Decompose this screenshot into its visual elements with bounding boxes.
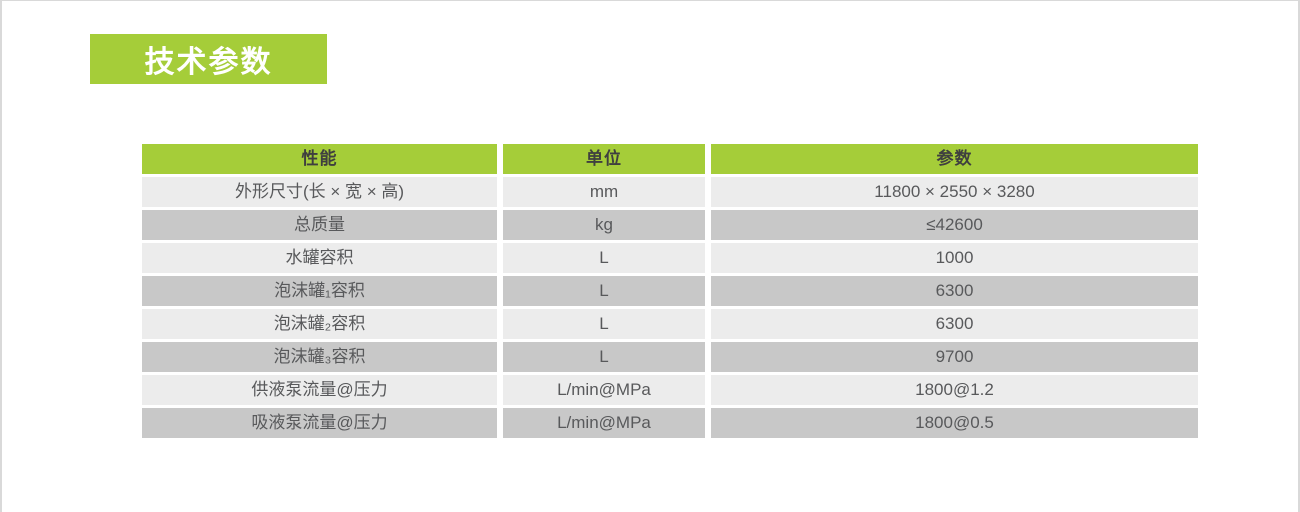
row-name: 吸液泵流量@压力 [142, 408, 497, 438]
row-name: 总质量 [142, 210, 497, 240]
row-value: 6300 [711, 309, 1198, 339]
table-row: 泡沫罐₁容积 L 6300 [142, 276, 1198, 306]
row-name: 供液泵流量@压力 [142, 375, 497, 405]
table-header-row: 性能 单位 参数 [142, 144, 1198, 174]
row-unit: L [503, 309, 705, 339]
table-row: 总质量 kg ≤42600 [142, 210, 1198, 240]
row-name: 外形尺寸(长 × 宽 × 高) [142, 177, 497, 207]
row-unit: L/min@MPa [503, 408, 705, 438]
row-value: 6300 [711, 276, 1198, 306]
column-header-performance: 性能 [142, 144, 497, 174]
column-header-parameter: 参数 [711, 144, 1198, 174]
row-unit: kg [503, 210, 705, 240]
table-row: 泡沫罐₃容积 L 9700 [142, 342, 1198, 372]
row-unit: L [503, 243, 705, 273]
row-name: 泡沫罐₁容积 [142, 276, 497, 306]
row-unit: mm [503, 177, 705, 207]
table-row: 泡沫罐₂容积 L 6300 [142, 309, 1198, 339]
row-value: 1000 [711, 243, 1198, 273]
column-header-unit: 单位 [503, 144, 705, 174]
table-row: 外形尺寸(长 × 宽 × 高) mm 11800 × 2550 × 3280 [142, 177, 1198, 207]
row-value: 1800@0.5 [711, 408, 1198, 438]
table-row: 吸液泵流量@压力 L/min@MPa 1800@0.5 [142, 408, 1198, 438]
row-value: 9700 [711, 342, 1198, 372]
table-row: 水罐容积 L 1000 [142, 243, 1198, 273]
row-value: 11800 × 2550 × 3280 [711, 177, 1198, 207]
row-unit: L [503, 276, 705, 306]
section-title-badge: 技术参数 [90, 34, 327, 84]
table-row: 供液泵流量@压力 L/min@MPa 1800@1.2 [142, 375, 1198, 405]
row-unit: L/min@MPa [503, 375, 705, 405]
row-name: 泡沫罐₂容积 [142, 309, 497, 339]
row-name: 泡沫罐₃容积 [142, 342, 497, 372]
row-value: ≤42600 [711, 210, 1198, 240]
section-title: 技术参数 [144, 46, 273, 79]
row-unit: L [503, 342, 705, 372]
row-name: 水罐容积 [142, 243, 497, 273]
row-value: 1800@1.2 [711, 375, 1198, 405]
spec-table: 性能 单位 参数 外形尺寸(长 × 宽 × 高) mm 11800 × 2550… [142, 144, 1198, 438]
